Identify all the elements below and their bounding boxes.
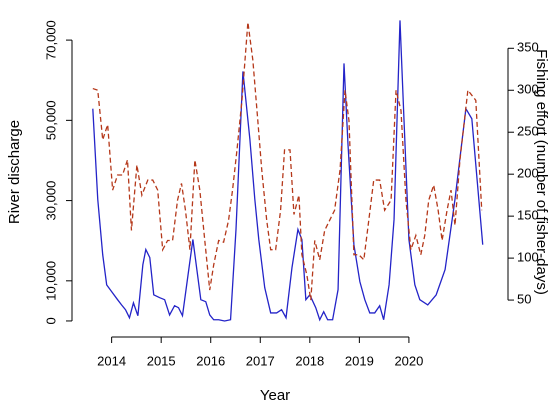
y-tick-label: 70,000: [43, 20, 58, 60]
y-tick-label: 10,000: [43, 261, 58, 301]
y2-tick-label: 350: [517, 40, 539, 55]
x-tick-label: 2014: [97, 353, 126, 368]
x-tick-label: 2016: [196, 353, 225, 368]
x-tick-label: 2020: [394, 353, 423, 368]
y2-axis-label: Fishing effort (number of fisher-days): [533, 49, 550, 295]
y2-tick-label: 200: [517, 166, 539, 181]
y2-tick-label: 150: [517, 208, 539, 223]
y-tick-label: 0: [43, 317, 58, 324]
y2-tick-label: 300: [517, 82, 539, 97]
y2-tick-label: 250: [517, 124, 539, 139]
x-tick-label: 2017: [246, 353, 275, 368]
y2-tick-label: 100: [517, 250, 539, 265]
data-line: [92, 20, 484, 322]
x-tick-label: 2019: [345, 353, 374, 368]
x-tick-label: 2018: [295, 353, 324, 368]
y2-tick-label: 50: [517, 292, 531, 307]
x-tick-label: 2015: [147, 353, 176, 368]
data-line: [92, 22, 483, 301]
y-axis-label: River discharge: [6, 120, 23, 224]
x-axis-label: Year: [260, 387, 290, 404]
y-tick-label: 50,000: [43, 100, 58, 140]
y-tick-label: 30,000: [43, 181, 58, 221]
